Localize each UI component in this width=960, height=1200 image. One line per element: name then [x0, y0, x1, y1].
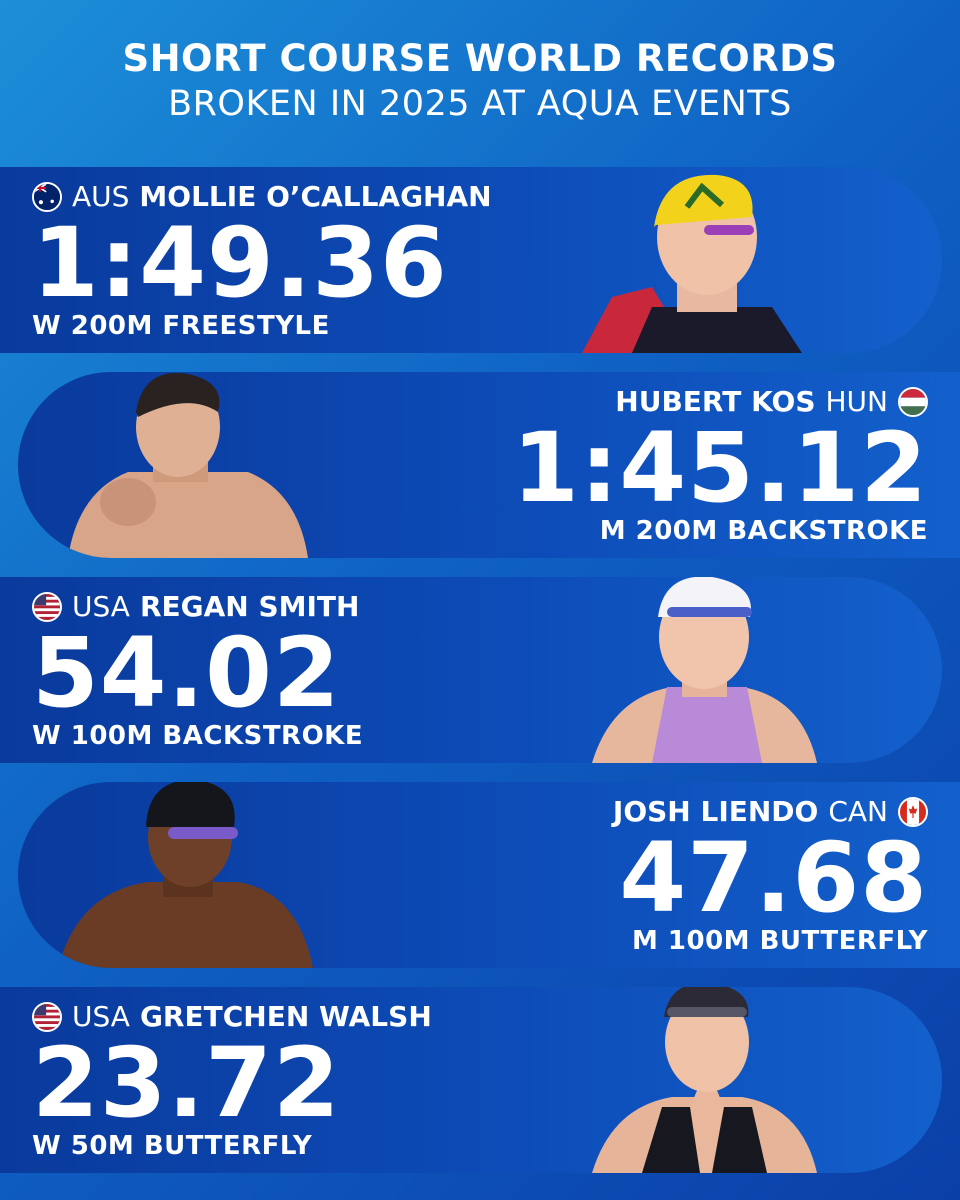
record-time: 1:49.36 [32, 207, 448, 319]
athlete-name: MOLLIE O’CALLAGHAN [139, 180, 492, 213]
hungary-flag-icon [898, 387, 928, 417]
athlete-line: USA REGAN SMITH [32, 591, 359, 623]
event-name: M 100M BUTTERFLY [631, 926, 928, 956]
record-time: 1:45.12 [512, 412, 928, 524]
record-time: 54.02 [32, 617, 341, 729]
athlete-photo-smith [572, 577, 832, 763]
record-card-liendo: JOSH LIENDO CAN 47.68 M 100M BUTTERFLY [18, 782, 960, 968]
athlete-name: GRETCHEN WALSH [139, 1000, 432, 1033]
event-name: M 200M BACKSTROKE [599, 516, 928, 546]
record-card-ocallaghan: AUS MOLLIE O’CALLAGHAN 1:49.36 W 200M FR… [0, 167, 942, 353]
event-name: W 100M BACKSTROKE [32, 721, 364, 751]
country-code: USA [72, 1000, 130, 1033]
athlete-photo-walsh [572, 987, 832, 1173]
page-subtitle: BROKEN IN 2025 AT AQUA EVENTS [168, 84, 792, 124]
canada-flag-icon [898, 797, 928, 827]
record-time: 47.68 [619, 822, 928, 934]
athlete-name: JOSH LIENDO [612, 795, 819, 828]
athlete-photo-liendo [58, 782, 318, 968]
page-title: SHORT COURSE WORLD RECORDS [122, 37, 838, 80]
country-code: HUN [825, 385, 889, 418]
record-card-walsh: USA GRETCHEN WALSH 23.72 W 50M BUTTERFLY [0, 987, 942, 1173]
country-code: CAN [828, 795, 888, 828]
athlete-name: REGAN SMITH [139, 590, 360, 623]
athlete-line: AUS MOLLIE O’CALLAGHAN [32, 181, 492, 213]
usa-flag-icon [32, 592, 62, 622]
record-card-smith: USA REGAN SMITH 54.02 W 100M BACKSTROKE [0, 577, 942, 763]
event-name: W 50M BUTTERFLY [32, 1131, 313, 1161]
athlete-name: HUBERT KOS [615, 385, 816, 418]
athlete-photo-ocallaghan [572, 167, 832, 353]
event-name: W 200M FREESTYLE [32, 311, 330, 341]
australia-flag-icon [32, 182, 62, 212]
usa-flag-icon [32, 1002, 62, 1032]
athlete-photo-kos [58, 372, 318, 558]
record-time: 23.72 [32, 1027, 341, 1139]
header: SHORT COURSE WORLD RECORDS BROKEN IN 202… [0, 36, 960, 126]
country-code: AUS [72, 180, 130, 213]
athlete-line: HUBERT KOS HUN [615, 386, 928, 418]
country-code: USA [72, 590, 130, 623]
athlete-line: JOSH LIENDO CAN [613, 796, 928, 828]
record-card-kos: HUBERT KOS HUN 1:45.12 M 200M BACKSTROKE [18, 372, 960, 558]
athlete-line: USA GRETCHEN WALSH [32, 1001, 432, 1033]
